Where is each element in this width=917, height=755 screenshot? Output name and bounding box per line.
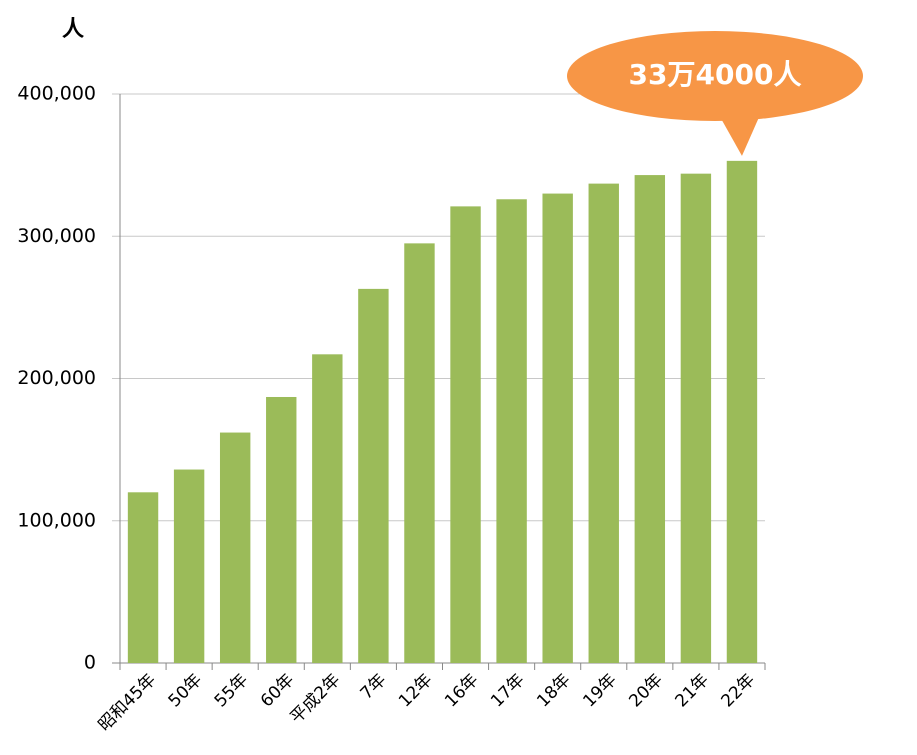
y-tick-label: 0 xyxy=(84,652,96,674)
x-tick-label: 60年 xyxy=(257,670,298,711)
bar xyxy=(680,173,712,663)
bar xyxy=(312,354,343,663)
x-tick-label: 55年 xyxy=(211,670,252,711)
x-tick-label: 平成2年 xyxy=(287,670,345,728)
x-tick-label: 19年 xyxy=(579,670,620,711)
bar xyxy=(542,193,573,663)
bar xyxy=(358,288,389,663)
bar xyxy=(726,160,758,664)
y-tick-label: 100,000 xyxy=(17,509,96,531)
x-tick-label: 16年 xyxy=(441,670,482,711)
x-tick-label: 17年 xyxy=(487,670,528,711)
callout-text: 33万4000人 xyxy=(629,58,802,91)
x-tick-label: 50年 xyxy=(165,670,206,711)
y-axis-label: 人 xyxy=(62,17,84,42)
x-tick-label: 18年 xyxy=(533,670,574,711)
x-tick-label: 12年 xyxy=(395,670,436,711)
bar xyxy=(634,175,666,663)
y-tick-label: 300,000 xyxy=(17,225,96,247)
x-tick-label: 22年 xyxy=(718,670,759,711)
bar xyxy=(266,396,297,663)
x-tick-label: 7年 xyxy=(357,670,391,704)
y-tick-label: 400,000 xyxy=(17,83,96,105)
bar xyxy=(173,469,205,663)
bar xyxy=(127,492,159,663)
x-tick-label: 昭和45年 xyxy=(95,670,161,736)
bar xyxy=(450,206,481,663)
bar xyxy=(219,432,251,663)
y-tick-label: 200,000 xyxy=(17,367,96,389)
callout xyxy=(567,31,863,121)
bar xyxy=(496,199,527,663)
bar xyxy=(588,183,619,663)
bar xyxy=(404,243,435,664)
x-tick-label: 21年 xyxy=(671,670,712,711)
x-tick-label: 20年 xyxy=(625,670,666,711)
